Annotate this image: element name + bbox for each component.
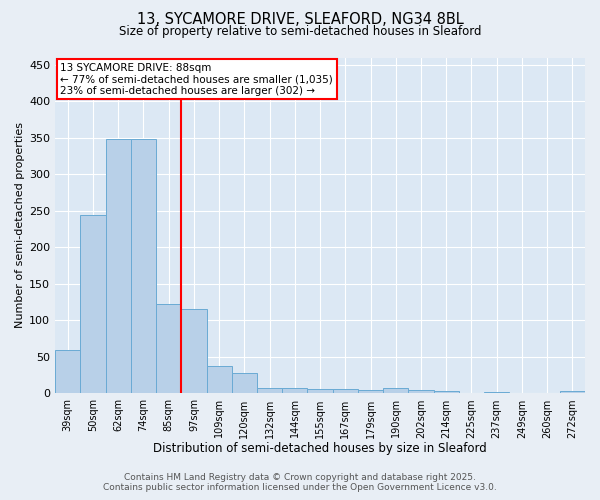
- Y-axis label: Number of semi-detached properties: Number of semi-detached properties: [15, 122, 25, 328]
- Text: 13 SYCAMORE DRIVE: 88sqm
← 77% of semi-detached houses are smaller (1,035)
23% o: 13 SYCAMORE DRIVE: 88sqm ← 77% of semi-d…: [61, 62, 333, 96]
- Bar: [535, 392, 560, 394]
- Bar: [156, 304, 181, 394]
- Bar: [560, 392, 585, 394]
- Bar: [307, 389, 332, 394]
- Bar: [434, 392, 459, 394]
- Bar: [131, 140, 156, 394]
- Text: 13, SYCAMORE DRIVE, SLEAFORD, NG34 8BL: 13, SYCAMORE DRIVE, SLEAFORD, NG34 8BL: [137, 12, 463, 28]
- Bar: [106, 140, 131, 394]
- Text: Contains HM Land Registry data © Crown copyright and database right 2025.
Contai: Contains HM Land Registry data © Crown c…: [103, 473, 497, 492]
- Text: Size of property relative to semi-detached houses in Sleaford: Size of property relative to semi-detach…: [119, 25, 481, 38]
- Bar: [509, 392, 535, 394]
- Bar: [282, 388, 307, 394]
- Bar: [232, 373, 257, 394]
- Bar: [332, 389, 358, 394]
- Bar: [181, 310, 206, 394]
- Bar: [80, 214, 106, 394]
- Bar: [459, 392, 484, 394]
- X-axis label: Distribution of semi-detached houses by size in Sleaford: Distribution of semi-detached houses by …: [153, 442, 487, 455]
- Bar: [409, 390, 434, 394]
- Bar: [358, 390, 383, 394]
- Bar: [206, 366, 232, 394]
- Bar: [257, 388, 282, 394]
- Bar: [55, 350, 80, 394]
- Bar: [484, 392, 509, 394]
- Bar: [383, 388, 409, 394]
